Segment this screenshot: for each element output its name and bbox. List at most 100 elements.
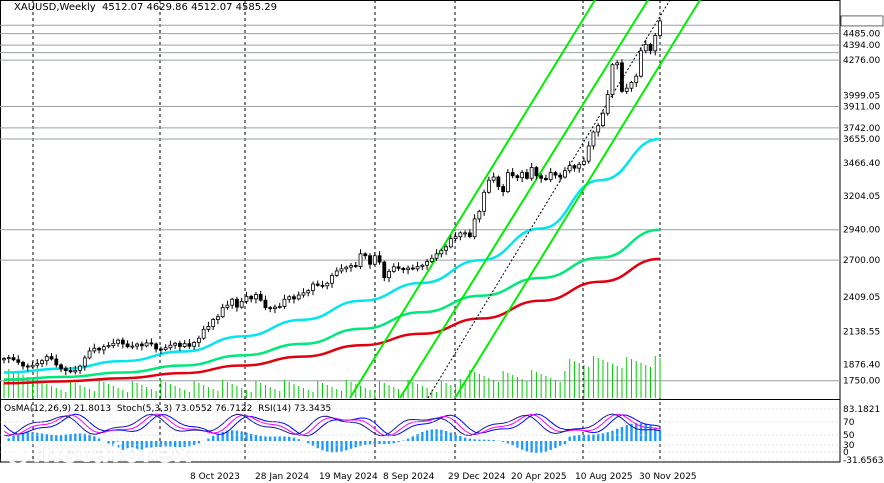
candle-body <box>216 316 220 320</box>
candle-body <box>396 266 401 269</box>
candle-body <box>391 266 396 272</box>
candle-body <box>268 307 273 310</box>
candle-body <box>130 345 135 348</box>
candle-body <box>277 306 282 308</box>
price-tick-label: 2138.55 <box>843 327 880 337</box>
price-tick-label: 1750.00 <box>843 377 880 387</box>
osma-bar <box>449 432 453 441</box>
osma-bar <box>558 441 562 447</box>
candle-body <box>648 44 653 52</box>
osma-bar <box>64 434 67 441</box>
osma-bar <box>587 434 590 441</box>
osma-bar <box>387 441 391 444</box>
osma-bar <box>169 441 172 447</box>
osma-bar <box>525 441 529 452</box>
time-tick-label: 20 Apr 2025 <box>511 472 567 482</box>
candle-body <box>111 342 116 346</box>
price-tick-label: 4394.00 <box>843 41 880 51</box>
candle-body <box>73 369 78 373</box>
osma-bar <box>368 441 372 445</box>
osma-bar <box>59 434 63 441</box>
candle-body <box>68 370 73 373</box>
osma-bar <box>26 432 29 441</box>
oscillator-scale-label: 50 <box>843 431 855 441</box>
osma-bar <box>69 434 72 441</box>
candle-body <box>577 163 582 169</box>
candle-body <box>339 268 344 272</box>
candle-body <box>515 175 520 179</box>
candle-body <box>44 356 49 362</box>
watermark-logo: instaforex Instant Forex Trading <box>4 438 192 482</box>
candle-body <box>144 342 149 347</box>
candle-body <box>182 343 187 347</box>
candle-body <box>501 186 506 193</box>
osma-bar <box>520 441 524 450</box>
candle-body <box>196 337 201 343</box>
osma-bar <box>249 433 253 441</box>
osma-bar <box>601 433 605 441</box>
candle-body <box>315 283 320 286</box>
candle-body <box>249 295 254 300</box>
candle-body <box>273 306 277 310</box>
osma-bar <box>554 441 557 449</box>
candle-body <box>444 246 448 251</box>
osma-bar <box>316 441 319 449</box>
candle-body <box>553 172 558 176</box>
candle-body <box>54 358 59 366</box>
candle-body <box>629 82 634 89</box>
candle-body <box>187 343 192 347</box>
candle-body <box>92 347 97 352</box>
candle-body <box>529 167 534 179</box>
candle-body <box>230 298 235 306</box>
price-tick-label: 1876.40 <box>843 361 880 371</box>
osma-bar <box>131 441 134 451</box>
osma-bar <box>278 436 281 441</box>
time-tick-label: 10 Aug 2025 <box>575 472 633 482</box>
osma-bar <box>639 423 643 441</box>
candle-body <box>586 145 591 162</box>
candle-body <box>220 306 225 318</box>
osma-bar <box>459 436 462 441</box>
candle-body <box>491 176 496 181</box>
watermark-brand: instaforex <box>32 438 193 469</box>
candle-body <box>225 304 230 308</box>
osma-bar <box>145 441 148 449</box>
osma-bar <box>150 441 153 448</box>
osma-bar <box>226 430 229 441</box>
time-tick-label: 19 May 2024 <box>319 472 378 482</box>
osma-bar <box>321 441 324 451</box>
osma-bar <box>230 430 234 441</box>
osma-bar <box>592 434 595 441</box>
osma-bar <box>620 426 624 441</box>
time-tick-label: 30 Nov 2025 <box>639 472 697 482</box>
candle-body <box>363 253 368 257</box>
osma-bar <box>311 441 315 446</box>
candle-body <box>486 179 491 193</box>
osma-bar <box>611 430 614 441</box>
candle-body <box>244 295 249 302</box>
candle-body <box>6 357 11 360</box>
osma-bar <box>563 441 567 445</box>
chart-header: XAUUSD,Weekly 4512.07 4629.86 4512.07 45… <box>14 2 277 13</box>
candle-body <box>406 267 410 271</box>
candle-body <box>82 357 87 367</box>
osma-bar <box>482 439 486 441</box>
candle-body <box>387 270 391 279</box>
osma-bar <box>7 438 10 441</box>
candle-body <box>206 326 211 330</box>
candle-body <box>87 350 92 359</box>
candle-body <box>101 346 106 351</box>
osma-bar <box>288 436 291 441</box>
candle-body <box>605 94 610 114</box>
candle-body <box>653 35 658 52</box>
osma-bar <box>539 441 543 453</box>
candle-body <box>239 301 244 308</box>
osma-bar <box>283 436 286 441</box>
osma-bar <box>159 441 163 447</box>
candle-body <box>643 44 648 52</box>
osma-bar <box>154 441 158 447</box>
time-tick-label: 28 Jan 2024 <box>255 472 309 482</box>
candle-body <box>320 284 325 287</box>
candle-body <box>415 266 420 270</box>
